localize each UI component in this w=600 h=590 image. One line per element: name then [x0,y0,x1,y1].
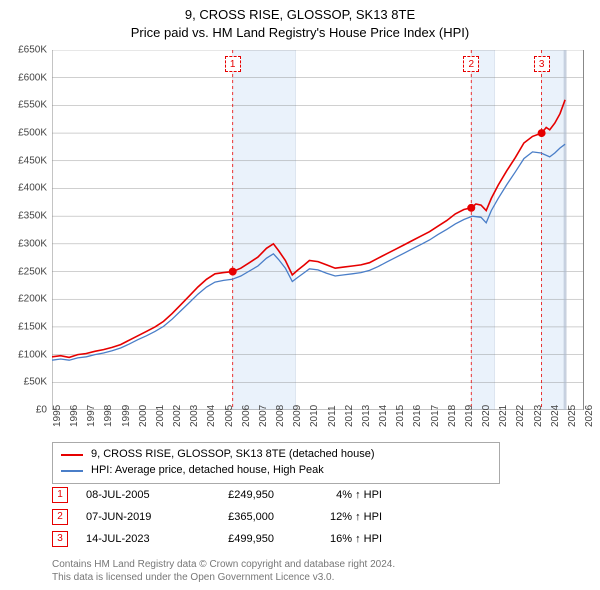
x-tick-label: 2004 [206,397,217,427]
chart-plot-area: £0£50K£100K£150K£200K£250K£300K£350K£400… [52,50,584,410]
event-marker-box: 3 [52,531,68,547]
x-tick-label: 2007 [258,397,269,427]
x-tick-label: 1995 [52,397,63,427]
x-tick-label: 2024 [550,397,561,427]
sale-marker-flag: 2 [463,56,479,72]
x-tick-label: 1997 [86,397,97,427]
event-date: 07-JUN-2019 [86,511,176,523]
x-tick-label: 2019 [464,397,475,427]
x-tick-label: 2012 [344,397,355,427]
y-tick-label: £0 [0,405,47,416]
legend-row: HPI: Average price, detached house, High… [61,463,491,479]
y-tick-label: £650K [0,45,47,56]
x-tick-label: 1999 [121,397,132,427]
footer-line1: Contains HM Land Registry data © Crown c… [52,558,395,571]
y-tick-label: £200K [0,294,47,305]
x-tick-label: 2006 [241,397,252,427]
x-tick-label: 2018 [447,397,458,427]
y-tick-label: £600K [0,72,47,83]
legend-label: HPI: Average price, detached house, High… [91,463,324,479]
event-diff: 4% ↑ HPI [292,489,382,501]
x-tick-label: 2022 [515,397,526,427]
x-tick-label: 2017 [430,397,441,427]
sale-marker-flag: 3 [534,56,550,72]
legend-row: 9, CROSS RISE, GLOSSOP, SK13 8TE (detach… [61,447,491,463]
sale-marker-flag: 1 [225,56,241,72]
event-diff: 16% ↑ HPI [292,533,382,545]
x-tick-label: 2003 [189,397,200,427]
x-tick-label: 2000 [138,397,149,427]
x-tick-label: 2020 [481,397,492,427]
event-row: 3 14-JUL-2023 £499,950 16% ↑ HPI [52,528,552,550]
legend-swatch [61,454,83,456]
event-date: 08-JUL-2005 [86,489,176,501]
title-line2: Price paid vs. HM Land Registry's House … [0,24,600,42]
y-tick-label: £400K [0,183,47,194]
y-tick-label: £250K [0,266,47,277]
event-price: £249,950 [194,489,274,501]
x-tick-label: 2011 [327,397,338,427]
x-tick-label: 2026 [584,397,595,427]
x-tick-label: 2005 [224,397,235,427]
event-row: 2 07-JUN-2019 £365,000 12% ↑ HPI [52,506,552,528]
event-date: 14-JUL-2023 [86,533,176,545]
event-price: £365,000 [194,511,274,523]
event-marker-box: 1 [52,487,68,503]
y-tick-label: £100K [0,349,47,360]
x-tick-label: 2023 [533,397,544,427]
y-tick-label: £350K [0,211,47,222]
legend-label: 9, CROSS RISE, GLOSSOP, SK13 8TE (detach… [91,447,375,463]
event-row: 1 08-JUL-2005 £249,950 4% ↑ HPI [52,484,552,506]
y-tick-label: £50K [0,377,47,388]
x-tick-label: 2015 [395,397,406,427]
x-tick-label: 2008 [275,397,286,427]
event-diff: 12% ↑ HPI [292,511,382,523]
chart-svg [52,50,584,410]
title-line1: 9, CROSS RISE, GLOSSOP, SK13 8TE [0,6,600,24]
x-tick-label: 2016 [412,397,423,427]
y-tick-label: £300K [0,238,47,249]
x-tick-label: 1996 [69,397,80,427]
x-tick-label: 2009 [292,397,303,427]
x-tick-label: 2021 [498,397,509,427]
y-tick-label: £500K [0,128,47,139]
event-marker-box: 2 [52,509,68,525]
x-tick-label: 1998 [103,397,114,427]
x-tick-label: 2001 [155,397,166,427]
y-tick-label: £150K [0,321,47,332]
x-tick-label: 2013 [361,397,372,427]
y-tick-label: £550K [0,100,47,111]
x-tick-label: 2002 [172,397,183,427]
chart-title: 9, CROSS RISE, GLOSSOP, SK13 8TE Price p… [0,0,600,41]
y-tick-label: £450K [0,155,47,166]
x-tick-label: 2014 [378,397,389,427]
footer-line2: This data is licensed under the Open Gov… [52,571,395,584]
event-price: £499,950 [194,533,274,545]
x-tick-label: 2010 [309,397,320,427]
legend-swatch [61,470,83,472]
events-table: 1 08-JUL-2005 £249,950 4% ↑ HPI 2 07-JUN-2019… [52,484,552,550]
legend: 9, CROSS RISE, GLOSSOP, SK13 8TE (detach… [52,442,500,484]
footer-attribution: Contains HM Land Registry data © Crown c… [52,558,395,584]
x-tick-label: 2025 [567,397,578,427]
